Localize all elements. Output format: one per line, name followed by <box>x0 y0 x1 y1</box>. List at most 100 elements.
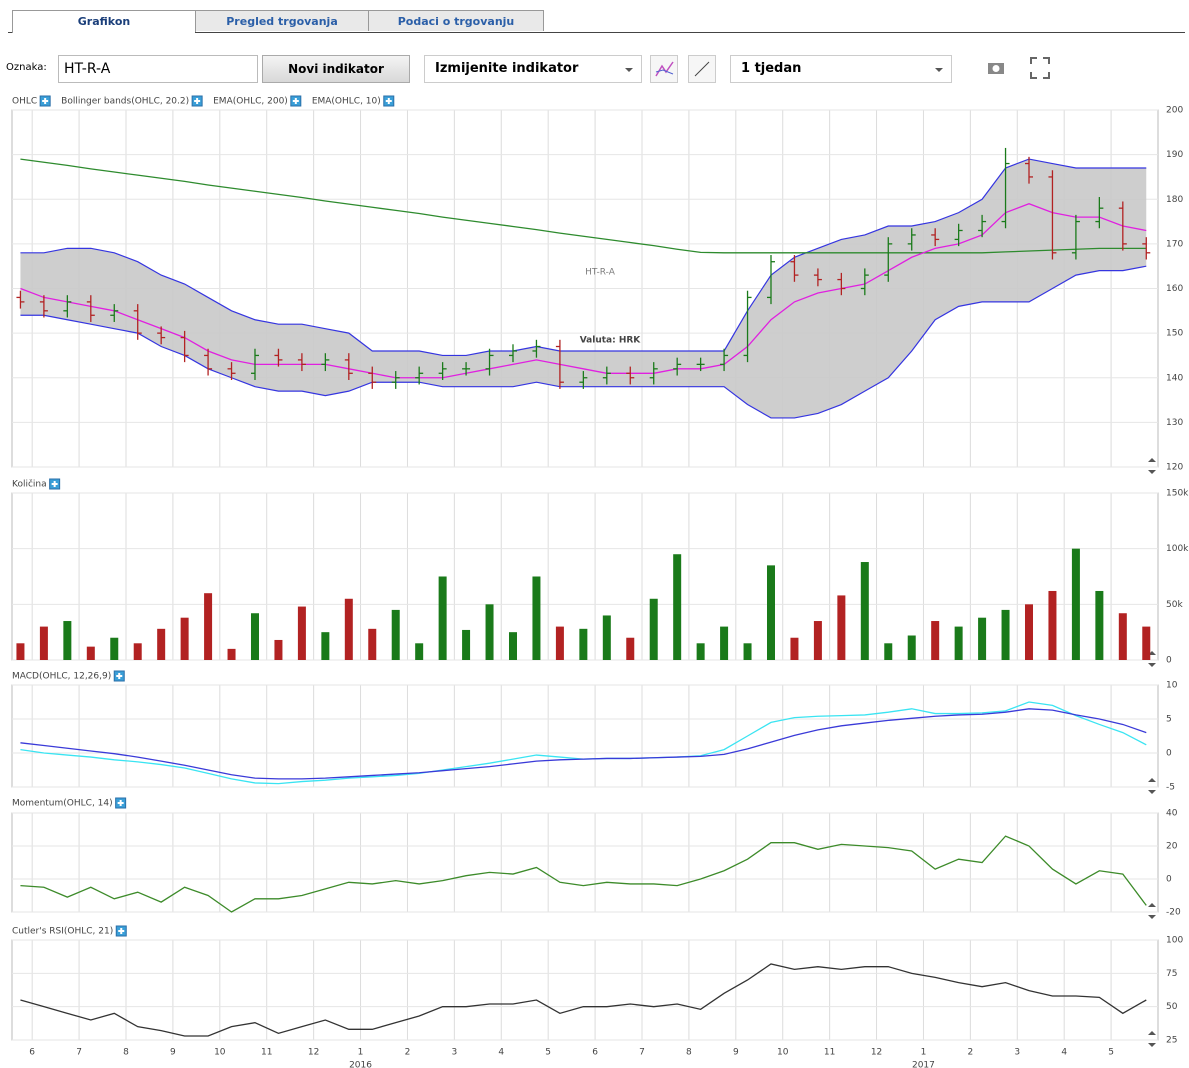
draw-line-icon[interactable] <box>688 55 716 83</box>
x-tick-label: 9 <box>733 1048 739 1058</box>
volume-bar <box>110 637 119 660</box>
y-tick-label: 120 <box>1166 463 1183 473</box>
add-indicator-plus <box>116 673 123 679</box>
volume-bar <box>321 632 330 660</box>
x-tick-label: 8 <box>686 1048 692 1058</box>
y-tick-label: 100k <box>1166 544 1189 554</box>
x-tick-label: 1 <box>921 1048 927 1058</box>
volume-bar <box>274 639 283 660</box>
scroll-arrows <box>1148 1031 1156 1047</box>
new-indicator-button[interactable]: Novi indikator <box>262 55 410 83</box>
scroll-arrows <box>1148 778 1156 794</box>
volume-bar <box>837 595 846 660</box>
volume-bar <box>86 646 95 660</box>
icon <box>655 61 674 77</box>
indicator-line <box>20 963 1147 1037</box>
volume-bar <box>954 626 963 660</box>
year-label: 2017 <box>912 1061 935 1068</box>
volume-bar <box>884 643 893 660</box>
x-tick-label: 4 <box>1061 1048 1067 1058</box>
volume-bar <box>508 632 517 660</box>
volume-bar <box>626 637 635 660</box>
icon <box>1030 57 1050 79</box>
volume-bar <box>907 635 916 660</box>
bollinger-upper <box>20 158 1147 357</box>
volume-bar <box>16 643 25 660</box>
indicator-line <box>20 835 1147 913</box>
add-indicator-plus <box>292 98 299 104</box>
y-tick-label: 50k <box>1166 600 1183 610</box>
volume-bar <box>766 565 775 660</box>
indicator-label: MACD(OHLC, 12,26,9) <box>12 672 111 682</box>
x-tick-label: 12 <box>871 1048 882 1058</box>
symbol-label: Oznaka: <box>6 62 47 73</box>
fullscreen-icon[interactable] <box>1028 55 1052 83</box>
x-tick-label: 7 <box>76 1048 82 1058</box>
y-tick-label: -5 <box>1166 783 1175 793</box>
add-indicator-plus <box>42 98 49 104</box>
x-tick-label: 11 <box>261 1048 272 1058</box>
indicator-label: EMA(OHLC, 10) <box>312 97 381 107</box>
volume-bar <box>1024 604 1033 660</box>
y-tick-label: 140 <box>1166 373 1183 383</box>
panel-frame <box>11 684 1159 788</box>
scroll-arrows <box>1148 458 1156 474</box>
y-tick-label: 0 <box>1166 656 1172 666</box>
y-tick-label: 10 <box>1166 681 1178 691</box>
y-tick-label: 0 <box>1166 875 1172 885</box>
y-tick-label: 150 <box>1166 329 1183 339</box>
y-tick-label: 100 <box>1166 936 1183 946</box>
y-tick-label: 0 <box>1166 749 1172 759</box>
y-tick-label: 40 <box>1166 809 1178 819</box>
add-indicator-plus <box>118 928 125 934</box>
y-tick-label: 75 <box>1166 969 1177 979</box>
icon <box>694 61 710 77</box>
volume-bar <box>391 609 400 660</box>
period-select[interactable]: 1 tjedan <box>730 55 952 83</box>
y-tick-label: 130 <box>1166 418 1183 428</box>
chart-type-icon[interactable] <box>650 55 678 83</box>
volume-bar <box>813 621 822 660</box>
tab-line <box>195 32 1185 33</box>
y-tick-label: 160 <box>1166 284 1183 294</box>
volume-bar <box>579 628 588 660</box>
symbol-input[interactable]: HT-R-A <box>58 55 258 83</box>
volume-bar <box>157 628 166 660</box>
volume-bar <box>180 617 189 660</box>
y-tick-label: 170 <box>1166 239 1183 249</box>
volume-bar <box>63 621 72 660</box>
volume-bar <box>368 628 377 660</box>
volume-bar <box>1095 590 1104 660</box>
panel-frame <box>11 812 1159 913</box>
volume-bar <box>602 615 611 660</box>
volume-bar <box>415 643 424 660</box>
x-tick-label: 11 <box>824 1048 835 1058</box>
volume-bar <box>1001 609 1010 660</box>
volume-bar <box>673 554 682 660</box>
indicator-label: OHLC <box>12 97 37 107</box>
volume-bar <box>931 621 940 660</box>
tab-line <box>8 32 12 33</box>
volume-bar <box>344 598 353 660</box>
y-tick-label: 25 <box>1166 1036 1177 1046</box>
tab[interactable]: Pregled trgovanja <box>195 10 369 31</box>
scroll-arrows <box>1148 903 1156 919</box>
edit-indicator-select[interactable]: Izmijenite indikator <box>424 55 642 83</box>
volume-bar <box>227 648 236 660</box>
tab[interactable]: Grafikon <box>12 10 196 33</box>
camera-icon[interactable] <box>985 55 1007 83</box>
volume-bar <box>790 637 799 660</box>
volume-bar <box>720 626 729 660</box>
panel-frame <box>11 939 1159 1041</box>
x-tick-label: 2 <box>967 1048 973 1058</box>
x-tick-label: 8 <box>123 1048 129 1058</box>
volume-bar <box>743 643 752 660</box>
icon <box>988 63 1004 74</box>
volume-bar <box>133 643 142 660</box>
tab[interactable]: Podaci o trgovanju <box>368 10 544 31</box>
volume-bar <box>1071 548 1080 660</box>
add-indicator-plus <box>51 481 58 487</box>
y-tick-label: 50 <box>1166 1002 1178 1012</box>
